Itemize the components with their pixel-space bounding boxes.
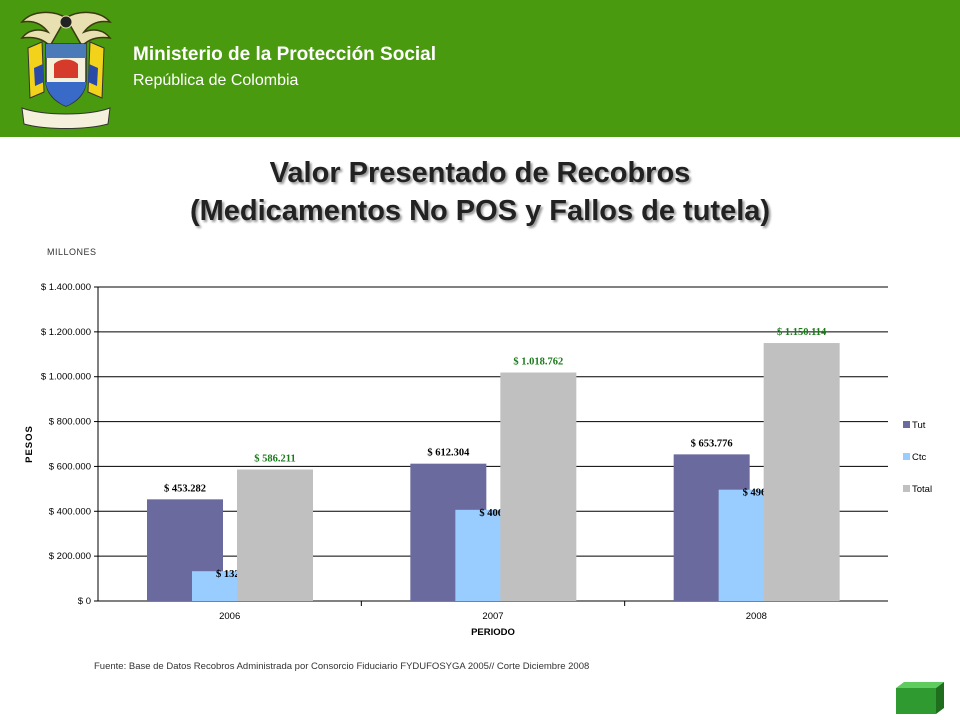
data-label: $ 586.211 xyxy=(254,454,295,465)
data-label: $ 653.776 xyxy=(691,438,733,449)
data-label: $ 406.458 xyxy=(479,508,521,519)
legend-label-ctc: Ctc xyxy=(912,452,927,463)
legend-swatch-ctc xyxy=(903,453,910,460)
y-tick-label: $ 1.000.000 xyxy=(41,372,91,383)
x-axis-title: PERIODO xyxy=(471,627,515,638)
x-tick-label: 2007 xyxy=(482,611,503,622)
green-3d-square-icon[interactable] xyxy=(894,680,946,716)
source-note: Fuente: Base de Datos Recobros Administr… xyxy=(94,661,590,672)
y-tick-label: $ 200.000 xyxy=(49,551,91,562)
country-name: República de Colombia xyxy=(133,72,299,89)
title-line-1: Valor Presentado de Recobros xyxy=(269,157,691,189)
legend-swatch-tut xyxy=(903,421,910,428)
bar-total xyxy=(500,372,577,601)
units-label: MILLONES xyxy=(47,247,97,257)
page-title: Valor Presentado de Recobros (Medicament… xyxy=(0,154,960,230)
legend-swatch-total xyxy=(903,485,910,492)
x-tick-label: 2006 xyxy=(219,611,240,622)
legend-label-tut: Tut xyxy=(912,420,926,431)
data-label: $ 612.304 xyxy=(427,448,470,459)
coat-of-arms-icon xyxy=(20,11,112,129)
y-tick-label: $ 0 xyxy=(78,596,91,607)
bar-total xyxy=(237,469,313,601)
y-tick-label: $ 600.000 xyxy=(49,461,91,472)
y-tick-label: $ 400.000 xyxy=(49,506,91,517)
y-tick-label: $ 1.200.000 xyxy=(41,327,91,338)
legend-label-total: Total xyxy=(912,484,932,495)
bar-chart: $ 0 $ 200.000 $ 400.000 $ 600.000 $ 800.000 $… xyxy=(24,282,932,638)
y-tick-label: $ 800.000 xyxy=(49,417,91,428)
data-label: $ 1.018.762 xyxy=(513,357,563,368)
y-axis-title: PESOS xyxy=(24,425,35,463)
header-banner: Ministerio de la Protección Social Repúb… xyxy=(0,0,960,137)
ministry-name: Ministerio de la Protección Social xyxy=(133,44,437,65)
title-line-2: (Medicamentos No POS y Fallos de tutela) xyxy=(189,195,771,227)
x-tick-label: 2008 xyxy=(746,611,767,622)
bar-total xyxy=(763,343,840,601)
y-tick-label: $ 1.400.000 xyxy=(41,282,91,293)
data-label: $ 453.282 xyxy=(164,483,206,494)
data-label: $ 1.150.114 xyxy=(777,327,827,338)
